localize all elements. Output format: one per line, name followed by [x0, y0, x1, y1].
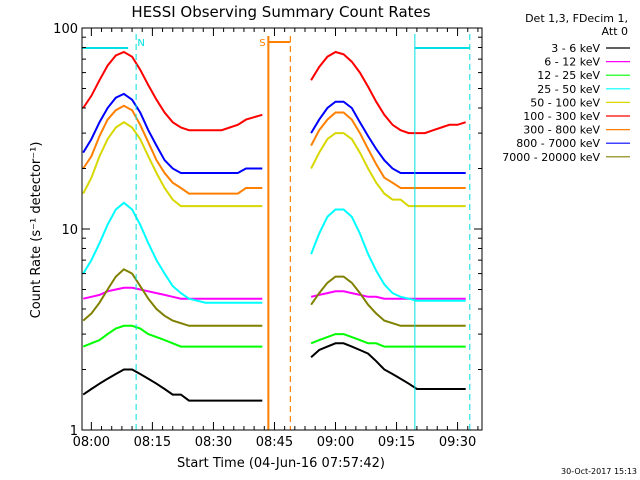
legend-entry-label: 6 - 12 keV [544, 56, 600, 69]
legend-entry-label: 25 - 50 keV [537, 83, 600, 96]
legend-entry-label: 7000 - 20000 keV [502, 151, 600, 164]
series-line-100-300-kev [82, 50, 467, 135]
series-line-3-6-kev [82, 342, 466, 402]
annotation-label-s: S [259, 38, 265, 49]
x-tick-label: 09:15 [378, 435, 415, 450]
x-tick-label: 08:45 [256, 435, 293, 450]
x-tick-label: 08:30 [195, 435, 232, 450]
legend-entry-label: 800 - 7000 keV [516, 137, 600, 150]
series-line-300-800-kev [82, 104, 466, 195]
annotation-label-n: N [137, 38, 144, 49]
x-tick-label: 09:30 [439, 435, 476, 450]
y-axis-label: Count Rate (s⁻¹ detector⁻¹) [29, 142, 44, 319]
y-tick-label: 10 [61, 223, 78, 238]
footer-timestamp: 30-Oct-2017 15:13 [561, 467, 637, 476]
legend-entry-label: 300 - 800 keV [523, 124, 600, 137]
axis-layer: 08:00 08:15 08:30 08:45 09:00 09:15 09:30 1 10 10… [53, 22, 482, 450]
x-tick-label: 08:00 [73, 435, 110, 450]
series-layer [82, 50, 467, 402]
legend-header-line: Att 0 [602, 25, 628, 38]
legend-entry-label: 100 - 300 keV [523, 110, 600, 123]
series-line-50-100-kev [82, 121, 466, 208]
data-gap-region [268, 28, 310, 430]
x-tick-label: 08:15 [134, 435, 171, 450]
legend-entry-label: 12 - 25 keV [537, 69, 600, 82]
y-tick-label: 1 [70, 424, 78, 439]
series-line-12-25-kev [82, 324, 466, 348]
series-line-25-50-kev [82, 201, 466, 304]
series-line-7000-20000-kev [82, 268, 466, 327]
y-tick-label: 100 [53, 22, 78, 37]
series-line-800-7000-kev [82, 92, 466, 174]
x-axis-label: Start Time (04-Jun-16 07:57:42) [177, 456, 385, 471]
series-line-6-12-kev [82, 286, 466, 300]
legend-entry-label: 50 - 100 keV [530, 96, 600, 109]
legend-header-line: Det 1,3, FDecim 1, [525, 12, 628, 25]
x-tick-label: 09:00 [317, 435, 354, 450]
chart-title: HESSI Observing Summary Count Rates [131, 3, 430, 21]
legend-entry-label: 3 - 6 keV [551, 42, 600, 55]
